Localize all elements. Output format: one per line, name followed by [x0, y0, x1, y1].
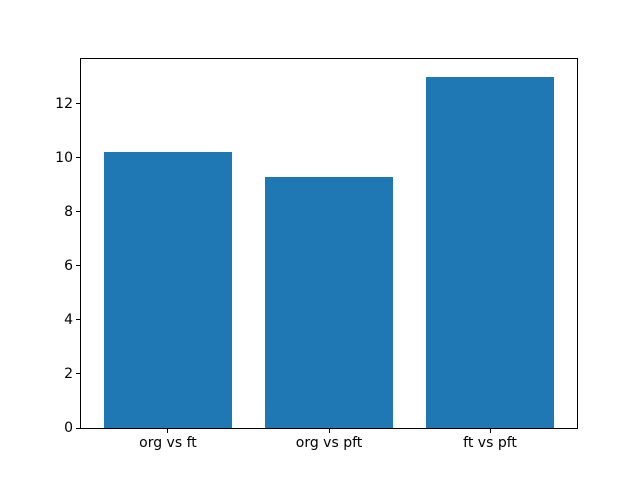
y-tick-mark [76, 319, 80, 321]
y-tick-label: 12 [55, 95, 73, 112]
y-tick-mark [76, 265, 80, 267]
bar [264, 176, 394, 428]
y-tick-label: 10 [55, 149, 73, 166]
x-tick-label: ft vs pft [463, 435, 517, 451]
y-tick-label: 6 [64, 257, 73, 274]
plot-area: org vs ft org vs pft ft vs pft 0 2 4 6 8 10 12 [55, 58, 578, 450]
bar [103, 152, 233, 428]
y-tick-mark [76, 157, 80, 159]
x-tick-mark [328, 429, 330, 433]
x-tick-mark [167, 429, 169, 433]
x-tick-label: org vs pft [295, 435, 363, 451]
y-tick-mark [76, 427, 80, 429]
y-tick-mark [76, 373, 80, 375]
x-tick-label: org vs ft [139, 435, 197, 451]
y-tick-label: 2 [64, 365, 73, 382]
y-tick-label: 8 [64, 203, 73, 220]
bar [425, 76, 555, 428]
y-tick-mark [76, 211, 80, 213]
y-tick-label: 4 [64, 311, 73, 328]
x-tick-mark [489, 429, 491, 433]
y-tick-mark [76, 103, 80, 105]
y-tick-label: 0 [64, 420, 73, 436]
